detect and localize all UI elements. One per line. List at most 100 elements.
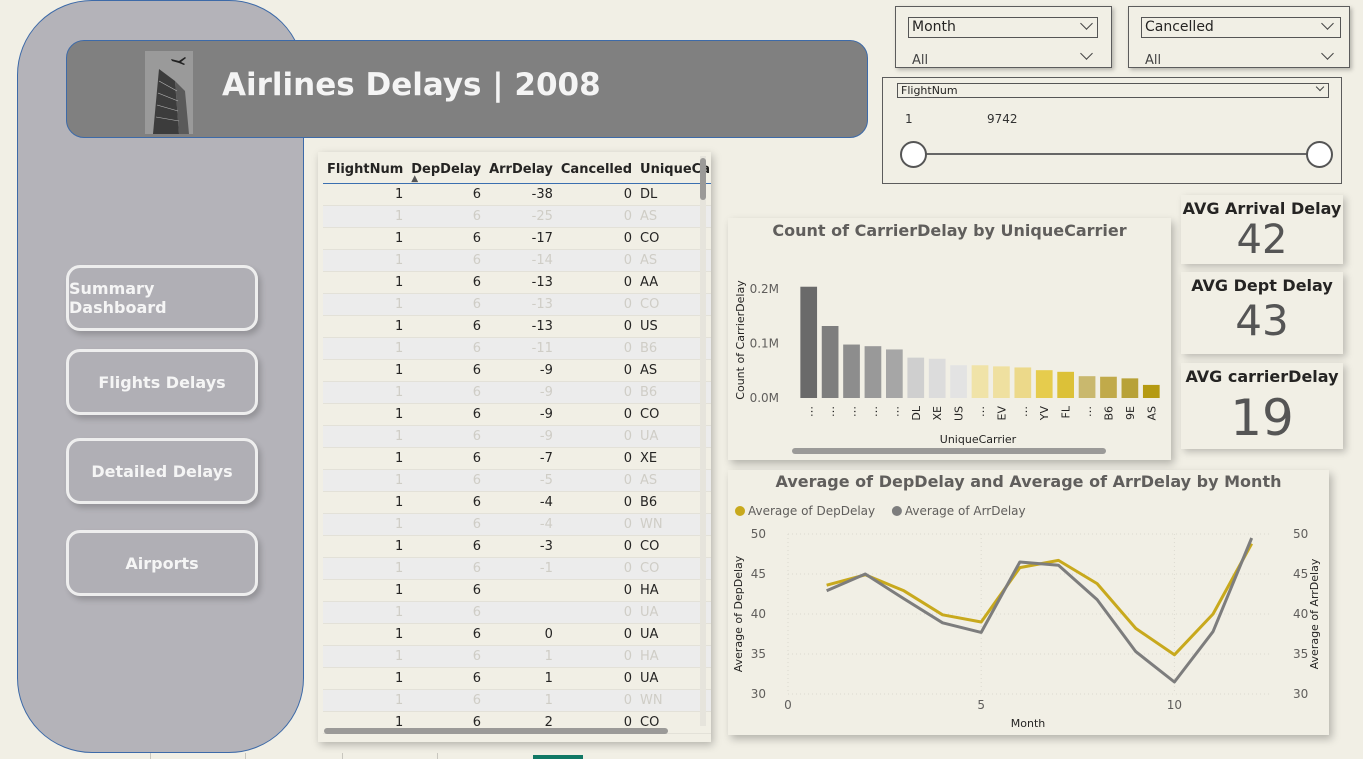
detailed-delays-button[interactable]: Detailed Delays (66, 438, 258, 504)
table-row[interactable]: 1 6 -9 0 B6 (323, 381, 711, 404)
range-slider-max-handle[interactable] (1306, 141, 1333, 168)
table-row[interactable]: 1 6 1 0 UA (323, 667, 711, 690)
table-cell: AS (636, 469, 711, 492)
table-cell: 6 (407, 469, 486, 492)
table-cell: 1 (323, 425, 408, 448)
table-cell: -9 (485, 381, 557, 404)
table-row[interactable]: 1 6 0 HA (323, 579, 711, 602)
flights-delays-button[interactable]: Flights Delays (66, 349, 258, 415)
table-row[interactable]: 1 6 -14 0 AS (323, 249, 711, 272)
table-row[interactable]: 1 6 -13 0 AA (323, 271, 711, 294)
kpi-value: 43 (1235, 296, 1289, 345)
flightnum-min-input[interactable]: 1 (905, 112, 913, 126)
y-tick-label: 0.0M (750, 391, 779, 405)
table-cell: 1 (323, 557, 408, 580)
table-row[interactable]: 1 6 0 UA (323, 601, 711, 624)
table-row[interactable]: 1 6 -1 0 CO (323, 557, 711, 580)
table-row[interactable]: 1 6 -38 0 DL (323, 183, 711, 206)
avg-arrival-delay-card: AVG Arrival Delay 42 (1181, 195, 1343, 264)
x-tick-label: B6 (1102, 406, 1115, 421)
table-cell: 0 (556, 293, 637, 316)
x-tick-label: … (846, 406, 859, 417)
table-row[interactable]: 1 6 1 0 HA (323, 645, 711, 668)
table-cell: 1 (323, 227, 408, 250)
legend-marker (891, 506, 902, 516)
table-row[interactable]: 1 6 -7 0 XE (323, 447, 711, 470)
table-cell: 1 (323, 623, 408, 646)
active-page-tab[interactable] (533, 755, 583, 759)
table-row[interactable]: 1 6 -13 0 CO (323, 293, 711, 316)
column-header[interactable]: ArrDelay (485, 156, 557, 184)
table-row[interactable]: 1 6 -9 0 CO (323, 403, 711, 426)
skyscraper-airplane-image (145, 51, 193, 134)
y2-tick-label: 45 (1293, 567, 1308, 581)
x-tick-label: 5 (977, 698, 985, 712)
y2-tick-label: 35 (1293, 647, 1308, 661)
table-cell: UA (636, 667, 711, 690)
table-cell: B6 (636, 337, 711, 360)
legend-label: Average of DepDelay (748, 504, 875, 518)
vertical-scrollbar[interactable] (700, 156, 706, 726)
table-row[interactable]: 1 6 -9 0 UA (323, 425, 711, 448)
table-cell: 0 (556, 227, 637, 250)
x-tick-label: AS (1145, 406, 1158, 421)
table-cell (485, 601, 557, 624)
sort-ascending-icon: ▲ (411, 173, 419, 184)
table-cell: 1 (323, 403, 408, 426)
flightnum-max-input[interactable]: 9742 (987, 112, 1018, 126)
x-tick-label: 10 (1167, 698, 1182, 712)
table-row[interactable]: 1 6 -4 0 B6 (323, 491, 711, 514)
chevron-down-icon[interactable] (1321, 47, 1334, 60)
table-cell: 6 (407, 403, 486, 426)
table-cell: -13 (485, 293, 557, 316)
table-cell: -13 (485, 271, 557, 294)
table-row[interactable]: 1 6 -17 0 CO (323, 227, 711, 250)
table-cell: HA (636, 645, 711, 668)
range-slider-min-handle[interactable] (900, 141, 927, 168)
table-cell: -5 (485, 469, 557, 492)
horizontal-scrollbar[interactable] (324, 728, 668, 734)
column-header[interactable]: FlightNum (323, 156, 408, 184)
table-cell: -14 (485, 249, 557, 272)
vertical-scrollbar-thumb[interactable] (700, 158, 706, 200)
y-tick-label: 40 (751, 607, 766, 621)
table-row[interactable]: 1 6 -5 0 AS (323, 469, 711, 492)
summary-dashboard-button[interactable]: Summary Dashboard (66, 265, 258, 331)
table-row[interactable]: 1 6 0 0 UA (323, 623, 711, 646)
column-header[interactable]: DepDelay ▲ (407, 156, 486, 184)
chevron-down-icon[interactable] (1080, 47, 1093, 60)
table-row[interactable]: 1 6 -9 0 AS (323, 359, 711, 382)
kpi-value: 19 (1230, 389, 1294, 447)
table-row[interactable]: 1 6 2 0 CO (323, 711, 711, 734)
x-tick-label: 0 (784, 698, 792, 712)
cancelled-slicer-value[interactable]: All (1145, 53, 1162, 68)
y2-axis-label: Average of ArrDelay (1308, 558, 1321, 669)
x-tick-label: XE (931, 406, 944, 421)
y2-tick-label: 50 (1293, 527, 1308, 541)
month-slicer[interactable]: Month All (895, 6, 1112, 68)
table-row[interactable]: 1 6 -3 0 CO (323, 535, 711, 558)
table-cell: -4 (485, 491, 557, 514)
table-row[interactable]: 1 6 -4 0 WN (323, 513, 711, 536)
column-header[interactable]: UniqueCarrier (636, 156, 711, 184)
table-cell: 6 (407, 535, 486, 558)
month-slicer-value[interactable]: All (912, 53, 929, 68)
table-row[interactable]: 1 6 -13 0 US (323, 315, 711, 338)
table-cell: 1 (323, 381, 408, 404)
table-row[interactable]: 1 6 -25 0 AS (323, 205, 711, 228)
table-row[interactable]: 1 6 -11 0 B6 (323, 337, 711, 360)
y2-tick-label: 40 (1293, 607, 1308, 621)
cancelled-slicer[interactable]: Cancelled All (1128, 6, 1350, 68)
table-cell: US (636, 315, 711, 338)
flightnum-slicer[interactable]: FlightNum 1 9742 (882, 77, 1342, 184)
table-cell: AS (636, 205, 711, 228)
table-cell: 6 (407, 381, 486, 404)
table-cell: 6 (407, 645, 486, 668)
table-cell: -9 (485, 403, 557, 426)
table-cell: 6 (407, 513, 486, 536)
table-row[interactable]: 1 6 1 0 WN (323, 689, 711, 712)
page-title: Airlines Delays | 2008 (222, 67, 601, 103)
column-header[interactable]: Cancelled (556, 156, 637, 184)
table-cell: 6 (407, 337, 486, 360)
airports-button[interactable]: Airports (66, 530, 258, 596)
